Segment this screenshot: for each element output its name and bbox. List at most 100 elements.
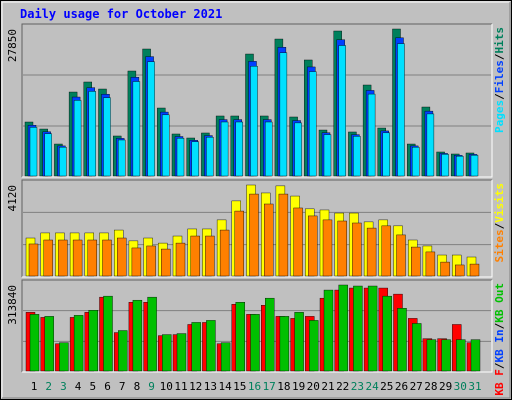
bar [470,155,479,177]
x-tick-label: 11 [174,380,187,393]
legend-entry: KB Out [493,283,506,323]
bar [88,91,97,177]
bar [353,136,361,177]
bar [220,342,231,372]
x-tick-label: 3 [60,380,67,393]
x-tick-label: 18 [277,380,290,393]
bar [59,342,69,372]
panel-shadow [21,279,492,372]
bar [73,100,82,177]
bar [43,239,53,277]
bar [205,235,215,277]
x-tick-label: 6 [104,380,111,393]
bar [235,121,244,177]
chart-title: Daily usage for October 2021 [20,7,222,21]
bar [397,308,407,372]
bar [88,310,99,372]
bar [323,289,334,372]
bar [426,339,437,372]
x-tick-label: 12 [189,380,202,393]
x-tick-label: 9 [148,380,155,393]
legend-entry: KB F [493,369,506,396]
bar [73,315,84,372]
bar [219,229,230,277]
x-tick-label: 25 [380,380,393,393]
bar [234,210,245,277]
bar [412,147,420,177]
bar [309,320,319,372]
x-tick-label: 19 [292,380,305,393]
x-tick-label: 2 [45,380,52,393]
legend-separator: / [493,53,506,60]
bar [382,295,392,372]
bar [322,219,333,277]
bar [470,339,481,372]
bar [294,312,304,372]
x-tick-label: 14 [218,380,232,393]
bar [381,225,391,277]
x-tick-label: 28 [424,380,437,393]
bar [87,239,98,277]
x-tick-label: 20 [307,380,320,393]
bar [279,316,290,372]
legend: Pages/Files/Hits [493,27,506,133]
bar [249,193,259,277]
bar [117,139,126,177]
bar [191,322,201,372]
bar [116,237,127,277]
legend-separator: / [493,322,506,329]
panel-highlight [22,180,493,278]
bar [441,339,451,372]
y-tick-label: 27850 [6,29,19,62]
bar [425,251,436,277]
bar [206,320,216,372]
x-tick-label: 30 [454,380,467,393]
bar [59,147,67,177]
legend: KB F/KB In/KB Out [493,283,506,396]
bar [29,314,40,372]
x-tick-label: 13 [204,380,217,393]
x-tick-label: 15 [233,380,246,393]
bar [117,330,128,372]
bar [176,138,185,177]
bar [132,81,141,177]
bar [382,132,390,177]
x-tick-label: 24 [365,380,379,393]
bar [175,242,186,277]
bar [279,52,288,177]
bar [456,156,464,177]
bar [162,114,170,177]
legend-entry: Hits [493,27,506,54]
x-tick-label: 23 [351,380,364,393]
x-tick-label: 27 [410,380,423,393]
bar [147,296,157,372]
bar [265,121,273,177]
bar [146,245,156,277]
bar [220,121,229,177]
legend-separator: / [493,222,506,229]
bar [28,243,39,277]
legend-entry: KB In [493,329,506,362]
bar [338,284,348,372]
x-tick-label: 8 [134,380,141,393]
bar [72,239,83,277]
legend-entry: Visits [493,183,506,223]
x-tick-label: 7 [119,380,126,393]
x-tick-label: 26 [395,380,408,393]
x-tick-label: 22 [336,380,349,393]
bar [367,285,378,372]
bar [190,235,200,277]
bar [162,334,172,372]
x-tick-label: 10 [160,380,173,393]
legend-entry: Sites [493,229,506,262]
x-tick-label: 5 [89,380,96,393]
bar [235,302,246,372]
bar [44,316,54,372]
panel-shadow [21,23,492,177]
bar [308,215,318,277]
bar [206,137,214,177]
bar [250,66,258,177]
bar [397,43,405,177]
